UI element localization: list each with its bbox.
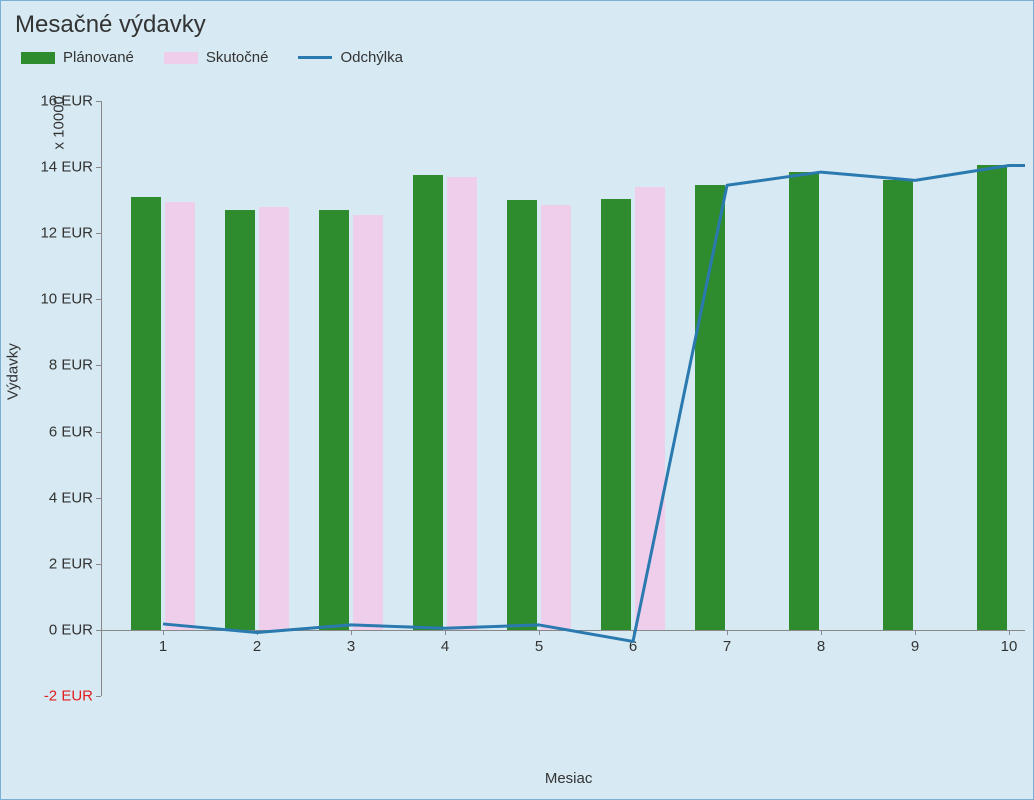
legend-line-swatch (298, 56, 332, 59)
legend-label: Odchýlka (340, 49, 403, 66)
legend-item-2: Odchýlka (298, 49, 403, 66)
line-odchylka (163, 165, 1025, 641)
chart-title: Mesačné výdavky (15, 11, 206, 39)
legend-item-0: Plánované (21, 49, 134, 66)
legend-bar-swatch (21, 52, 55, 64)
legend-label: Skutočné (206, 49, 269, 66)
legend-item-1: Skutočné (164, 49, 269, 66)
y-tick-label: 0 EUR (49, 621, 93, 638)
y-tick-label: 14 EUR (40, 159, 93, 176)
line-overlay (101, 101, 1025, 696)
legend-label: Plánované (63, 49, 134, 66)
y-tick-mark (96, 696, 101, 697)
chart-legend: Plánované Skutočné Odchýlka (21, 49, 403, 66)
x-axis-title: Mesiac (545, 770, 593, 787)
y-tick-label: 2 EUR (49, 555, 93, 572)
y-tick-label: -2 EUR (44, 688, 93, 705)
y-tick-label: 4 EUR (49, 489, 93, 506)
legend-bar-swatch (164, 52, 198, 64)
plot-area: -2 EUR0 EUR2 EUR4 EUR6 EUR8 EUR10 EUR12 … (101, 101, 1025, 696)
y-tick-label: 16 EUR (40, 93, 93, 110)
y-tick-label: 6 EUR (49, 423, 93, 440)
y-tick-label: 8 EUR (49, 357, 93, 374)
y-tick-label: 10 EUR (40, 291, 93, 308)
monthly-expenses-chart: Mesačné výdavky Plánované Skutočné Odchýlk… (0, 0, 1034, 800)
y-axis-title: Výdavky (5, 343, 22, 400)
y-tick-label: 12 EUR (40, 225, 93, 242)
